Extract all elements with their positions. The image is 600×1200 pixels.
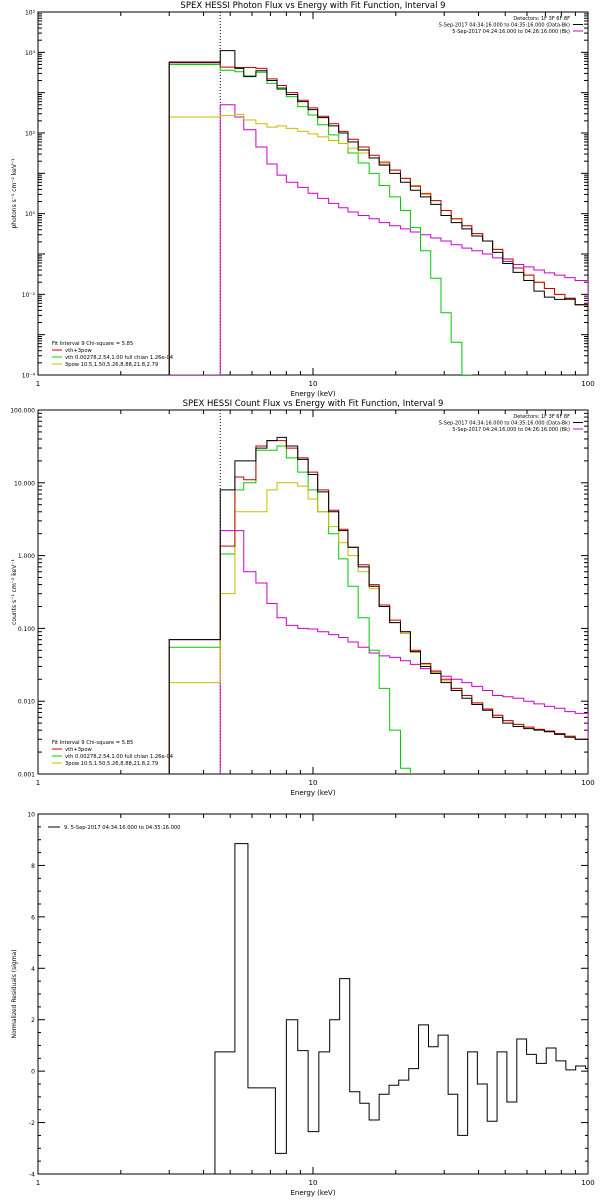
x-tick-label: 10 [309, 779, 318, 787]
y-axis-ticks [38, 412, 588, 775]
y-tick-label: 10⁻⁴ [22, 373, 36, 380]
y-axis-ticks [38, 13, 588, 376]
legend-entry: 5-Sep-2017 04:24:16.000 to 04:26:16.000 … [452, 29, 570, 35]
y-tick-label: 0.100 [18, 626, 35, 633]
series-data [168, 50, 588, 375]
y-tick-label: 8 [31, 863, 35, 870]
x-tick-label: 10 [309, 380, 318, 388]
series-group [214, 843, 588, 1174]
legend-entry: vth 0.00278,2.54,1.00 full chian 1.26e-0… [65, 754, 174, 760]
legend-entry: 3pow 10.5,1.50,5.26,8.88,21.8,2.79 [65, 761, 158, 767]
legend-entry: 9. 5-Sep-2017 04:34:16.000 to 04:35:16.0… [64, 825, 180, 831]
legend-entry: 5-Sep-2017 04:24:16.000 to 04:26:16.000 … [452, 427, 570, 433]
plot-frame [37, 409, 589, 775]
legend-entry: Detectors: 1F 3F 6F 8F [513, 414, 570, 420]
x-tick-label: 100 [581, 779, 594, 787]
chart-panel-2: SPEX HESSI Count Flux vs Energy with Fit… [10, 399, 595, 797]
y-tick-label: 0 [31, 1069, 35, 1076]
legend-entry: 5-Sep-2017 04:34:16.000 to 04:35:16.000 … [439, 421, 570, 427]
series-data [214, 843, 588, 1174]
y-tick-label: 10⁵ [25, 10, 36, 17]
legend-entry: vth+3pow [65, 348, 93, 354]
y-tick-label: -4 [29, 1172, 35, 1179]
chart-panel-3: 1 10 100 Energy (keV) -4 -2 0 2 4 6 8 10 Normalized … [11, 812, 595, 1198]
x-axis-label: Energy (keV) [290, 1189, 335, 1197]
series-data [168, 436, 588, 774]
series-background [219, 530, 588, 774]
series-total_model [168, 440, 588, 774]
y-axis-label: Normalized Residuals (sigma) [11, 949, 18, 1038]
chart-title: SPEX HESSI Count Flux vs Energy with Fit… [183, 399, 444, 409]
y-tick-label: 10.000 [14, 480, 35, 487]
x-tick-label: 1 [36, 380, 40, 388]
x-axis-label: Energy (keV) [290, 789, 335, 797]
y-tick-label: -2 [29, 1120, 35, 1127]
x-tick-label: 100 [581, 380, 594, 388]
legend-entry: vth+3pow [65, 747, 93, 753]
chart-title: SPEX HESSI Photon Flux vs Energy with Fi… [180, 1, 445, 11]
series-total_model [168, 61, 588, 375]
legend-top: Detectors: 1F 3F 6F 8F5-Sep-2017 04:34:1… [439, 414, 583, 433]
y-tick-label: 10⁻² [22, 292, 36, 299]
x-tick-label: 1 [36, 779, 40, 787]
chart-panel-1: SPEX HESSI Photon Flux vs Energy with Fi… [11, 1, 595, 398]
x-axis-label: Energy (keV) [290, 390, 335, 398]
y-tick-label: 100.000 [10, 408, 35, 415]
legend-entry: Fit Interval 9 Chi-square = 5.85 [52, 341, 133, 347]
y-tick-label: 10² [25, 131, 36, 138]
y-tick-label: 0.010 [18, 699, 35, 706]
y-tick-label: 2 [31, 1017, 35, 1024]
legend-entry: Fit Interval 9 Chi-square = 5.85 [52, 740, 133, 746]
y-tick-label: 6 [31, 914, 35, 921]
y-tick-label: 4 [31, 966, 35, 973]
y-axis-ticks [38, 813, 588, 1175]
legend-top: Detectors: 1F 3F 6F 8F5-Sep-2017 04:34:1… [439, 16, 583, 35]
series-thermal_vth [168, 445, 411, 774]
x-axis-ticks [37, 814, 576, 1174]
y-axis-label: counts s⁻¹ cm⁻² keV⁻¹ [11, 559, 18, 625]
y-tick-label: 1.000 [18, 553, 35, 560]
x-tick-label: 100 [581, 1179, 594, 1187]
series-group [168, 50, 588, 375]
legend-bottom: Fit Interval 9 Chi-square = 5.85vth+3pow… [52, 341, 174, 368]
y-tick-label: 10⁴ [25, 50, 36, 57]
plot-frame [37, 813, 589, 1175]
y-tick-label: 10 [27, 812, 35, 819]
series-thermal_vth [168, 63, 473, 375]
x-axis-ticks [37, 410, 576, 774]
x-tick-label: 10 [309, 1179, 318, 1187]
x-axis-ticks [37, 12, 576, 375]
series-group [168, 436, 588, 774]
legend-entry: vth 0.00278,2.54,1.00 full chian 1.26e-0… [65, 355, 174, 361]
y-tick-label: 0.001 [18, 772, 35, 779]
legend-entry: Detectors: 1F 3F 6F 8F [513, 16, 570, 22]
y-axis-label: photons s⁻¹ cm⁻² keV⁻¹ [11, 158, 18, 229]
legend-entry: 3pow 10.5,1.50,5.26,8.88,21.8,2.79 [65, 362, 158, 368]
series-background [168, 104, 588, 375]
y-tick-label: 10⁰ [25, 211, 36, 218]
x-tick-label: 1 [36, 1179, 40, 1187]
series-powerlaw_3pow [168, 113, 588, 375]
legend-bottom: Fit Interval 9 Chi-square = 5.85vth+3pow… [52, 740, 174, 767]
series-powerlaw_3pow [168, 482, 588, 774]
legend-top: 9. 5-Sep-2017 04:34:16.000 to 04:35:16.0… [48, 825, 180, 831]
legend-entry: 5-Sep-2017 04:34:16.000 to 04:35:16.000 … [439, 23, 570, 29]
